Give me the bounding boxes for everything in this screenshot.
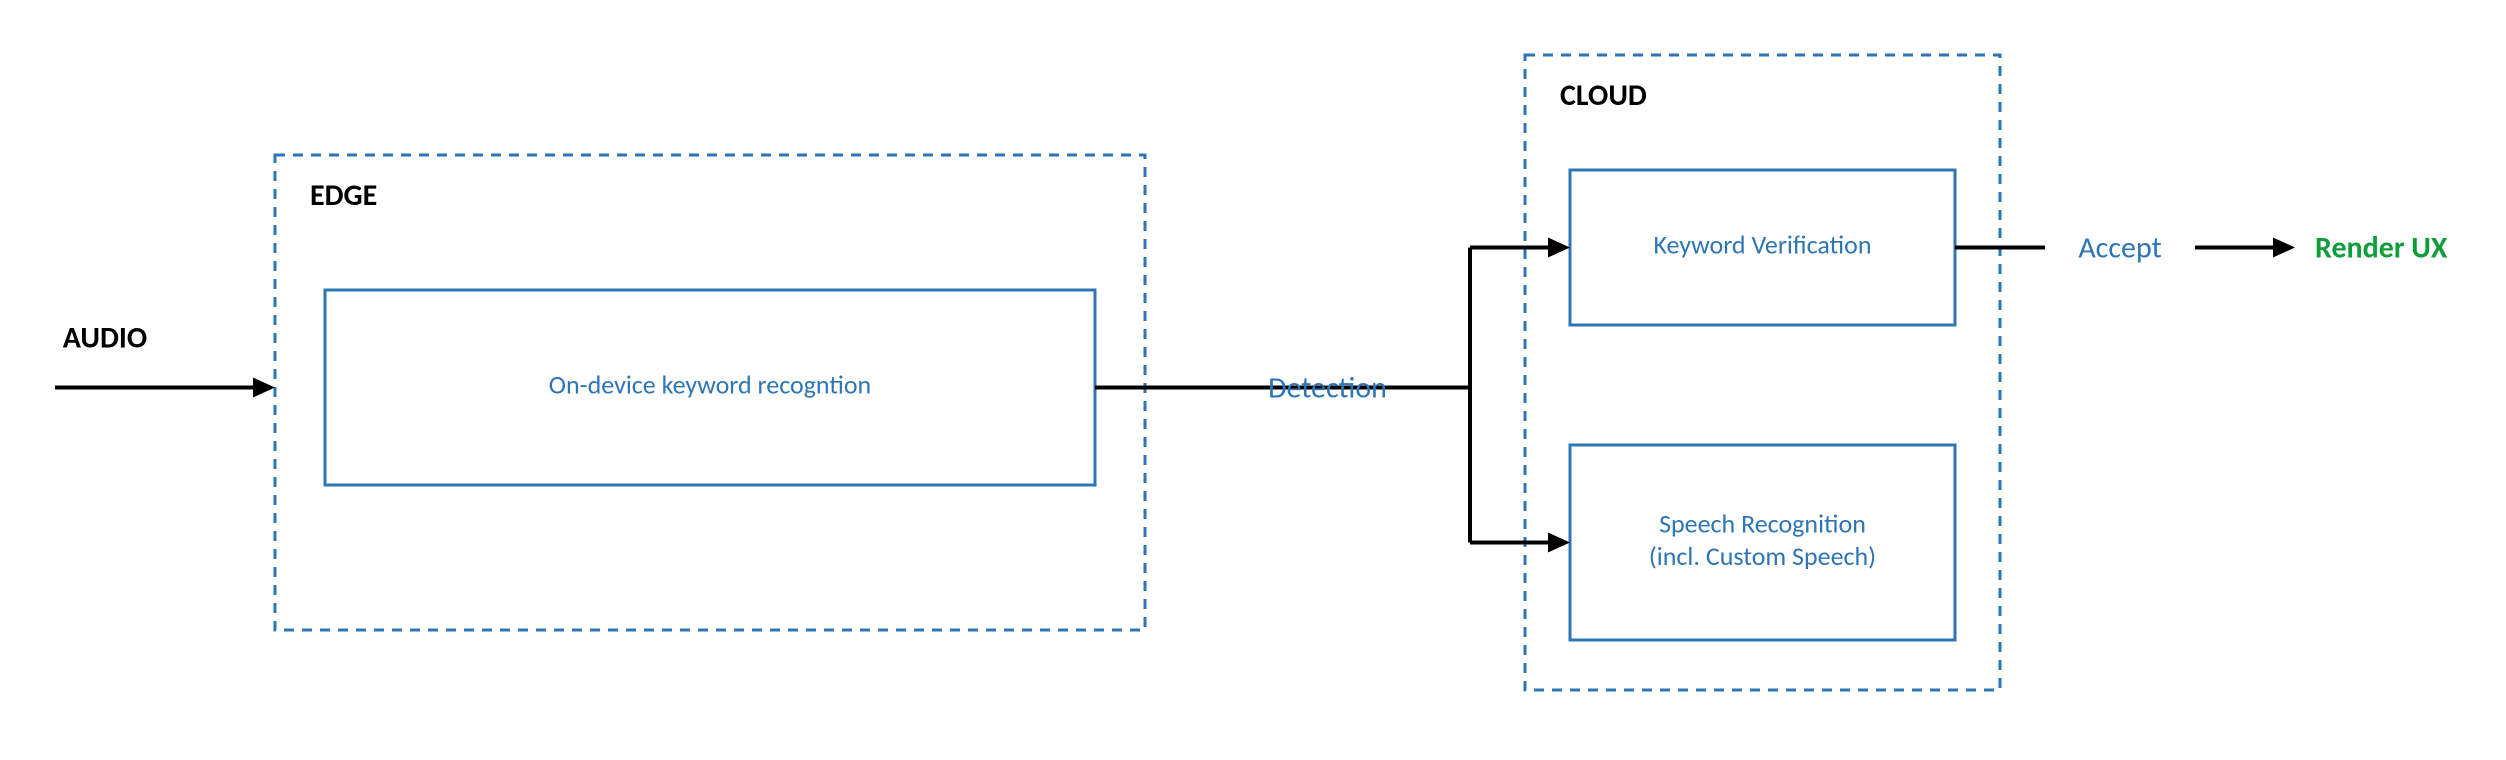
detection-label: Detection	[1268, 370, 1387, 407]
kv-out-head	[2273, 238, 2295, 258]
cloud_group-title: CLOUD	[1560, 77, 1647, 114]
cloud_group-container	[1525, 55, 2000, 690]
keyword_verification-label: Keyword Verification	[1653, 229, 1871, 261]
branch-to-sr-head	[1548, 533, 1570, 553]
audio-label: AUDIO	[63, 320, 147, 357]
on_device-label: On-device keyword recogntion	[549, 369, 871, 401]
speech_recognition-label: (incl. Custom Speech)	[1649, 540, 1876, 572]
accept-label: Accept	[2078, 230, 2161, 267]
render-ux-label: Render UX	[2315, 230, 2448, 267]
edge_group-title: EDGE	[310, 177, 377, 214]
audio-arrow-head	[253, 378, 275, 398]
speech_recognition-label: Speech Recognition	[1659, 507, 1866, 539]
branch-to-kv-head	[1548, 238, 1570, 258]
